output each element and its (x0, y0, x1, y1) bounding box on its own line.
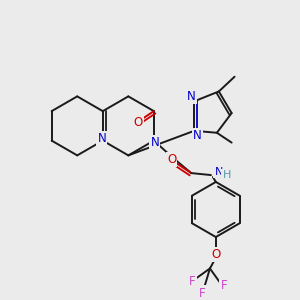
Text: O: O (167, 153, 176, 166)
Text: F: F (199, 286, 206, 300)
Text: N: N (151, 136, 159, 149)
Text: O: O (134, 116, 143, 129)
Text: N: N (187, 90, 196, 103)
Text: N: N (193, 129, 202, 142)
Text: F: F (220, 279, 227, 292)
Text: N: N (98, 132, 106, 145)
Text: H: H (223, 170, 231, 180)
Text: N: N (214, 167, 223, 177)
Text: O: O (211, 248, 220, 261)
Text: F: F (189, 275, 196, 288)
